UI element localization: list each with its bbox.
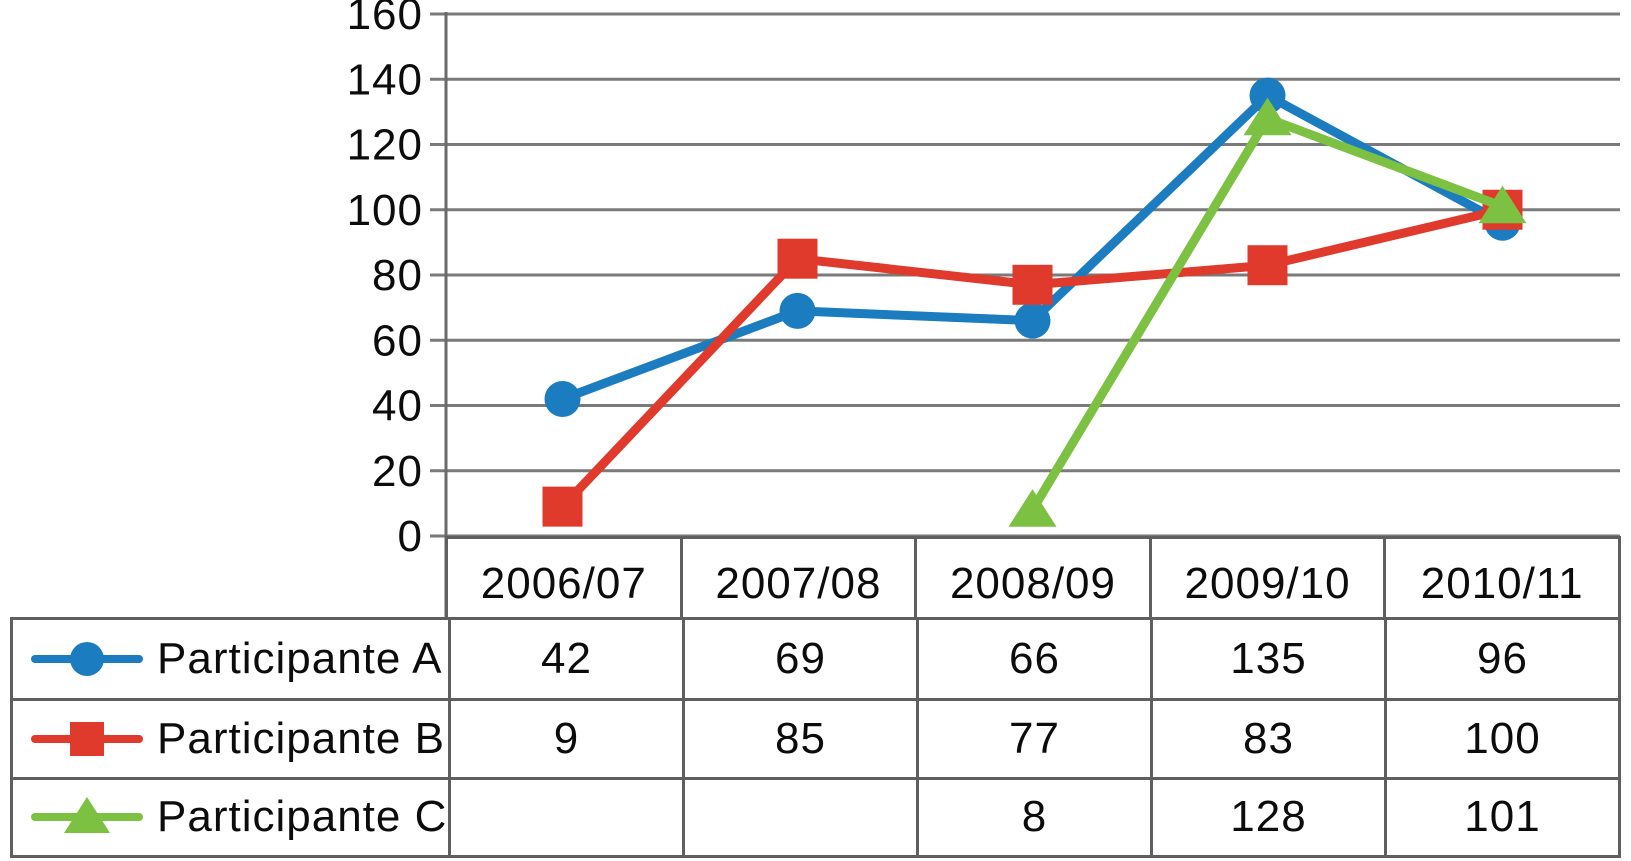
value-cell: 77 [916,698,1150,777]
series-line [1028,113,1507,515]
year-header-cell: 2009/10 [1152,539,1387,620]
year-header-cell: 2008/09 [917,539,1152,620]
square-marker [777,238,818,279]
y-tick-label: 120 [347,121,423,170]
square-marker [1247,245,1288,286]
value-cell: 85 [682,698,916,777]
value-cell: 9 [448,698,682,777]
square-marker [542,486,583,527]
y-tick-label: 20 [372,447,423,496]
value-cell: 69 [682,620,916,699]
y-tick-label: 160 [347,0,423,39]
circle-marker [1249,77,1286,114]
year-header-cell: 2007/08 [683,539,918,620]
legend-cell-participante-c: Participante C [13,776,448,855]
circle-legend-icon [31,642,143,677]
value-cell: 83 [1150,698,1384,777]
legend-label: Participante B [157,713,445,763]
triangle-legend-icon [31,797,143,834]
series-participante-c [1008,97,1527,527]
x-axis-category-row: 2006/07 2007/08 2008/09 2009/10 2010/11 [445,536,1621,620]
square-legend-icon [31,721,143,756]
value-cell: 66 [916,620,1150,699]
year-header-cell: 2010/11 [1420,558,1584,608]
circle-marker [70,642,104,677]
circle-marker [544,380,581,417]
triangle-marker [1008,489,1057,527]
circle-marker [779,292,816,329]
series-line [558,205,1507,512]
circle-marker [1014,302,1051,339]
square-marker [1012,264,1053,305]
legend-label: Participante C [157,792,448,842]
value-cell: 135 [1150,620,1384,699]
value-cell: 100 [1384,698,1618,777]
value-cell: 128 [1150,776,1384,855]
y-tick-label: 140 [347,55,423,104]
y-tick-label: 60 [372,316,423,365]
square-marker [70,721,104,756]
y-tick-label: 0 [398,512,423,561]
y-tick-label: 100 [347,186,423,235]
legend-cell-participante-b: Participante B [13,698,448,776]
value-cell [448,776,682,855]
year-header-cell: 2006/07 [448,539,683,620]
triangle-marker [64,797,110,834]
value-cell: 42 [448,620,682,699]
triangle-marker [1478,185,1527,224]
legend-cell-participante-a: Participante A [13,620,448,698]
value-cell: 96 [1384,620,1618,699]
series-participante-b [542,189,1523,527]
value-cell: 101 [1384,776,1618,855]
value-cell [682,776,916,855]
line-chart: 0 20 40 60 80 100 120 140 160 [347,0,1620,620]
y-tick-label: 80 [372,251,423,300]
legend-label: Participante A [157,634,443,684]
value-cell: 8 [916,776,1150,855]
triangle-marker [1243,97,1292,136]
y-tick-label: 40 [372,382,423,431]
